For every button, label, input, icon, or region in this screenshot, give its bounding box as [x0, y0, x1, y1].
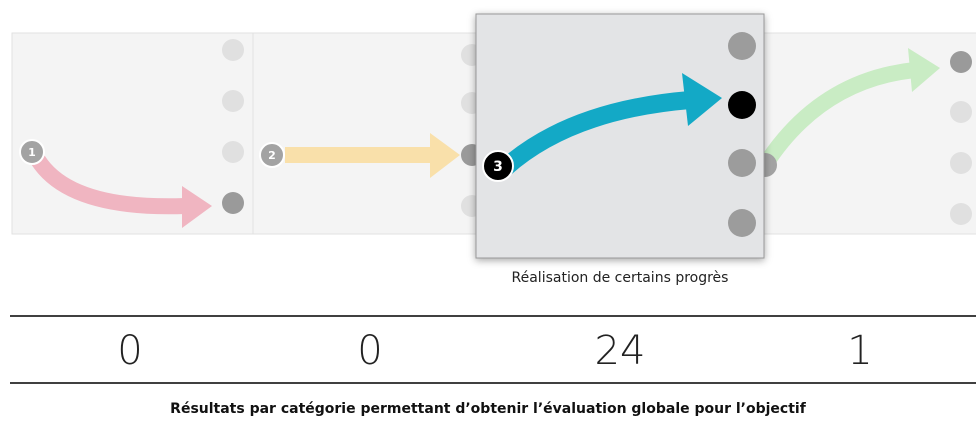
footer: Résultats par catégorie permettant d’obt… — [170, 401, 807, 417]
dot-active — [950, 51, 972, 73]
arrowhead — [430, 133, 460, 178]
count: 0 — [357, 328, 382, 374]
dots — [728, 32, 756, 237]
arrow — [758, 62, 916, 170]
caption: Réalisation de certains progrès — [512, 270, 729, 286]
badge — [482, 150, 514, 182]
badge-label: 2 — [268, 149, 276, 162]
arrowhead — [182, 186, 212, 228]
count: 24 — [595, 328, 646, 374]
dots — [222, 39, 244, 163]
arrow — [31, 155, 186, 215]
badge-label: 1 — [28, 146, 36, 159]
dot-active — [222, 192, 244, 214]
count: 0 — [117, 328, 142, 374]
count: 1 — [847, 328, 872, 374]
badge — [19, 139, 45, 165]
badge-label: 3 — [493, 159, 503, 175]
arrow — [499, 91, 691, 175]
panel-highlight — [475, 13, 765, 259]
arrowhead — [908, 48, 940, 92]
arrowhead — [682, 73, 722, 126]
dot-active — [728, 91, 756, 119]
panel — [252, 32, 491, 235]
dots — [950, 101, 972, 225]
badge — [259, 142, 285, 168]
